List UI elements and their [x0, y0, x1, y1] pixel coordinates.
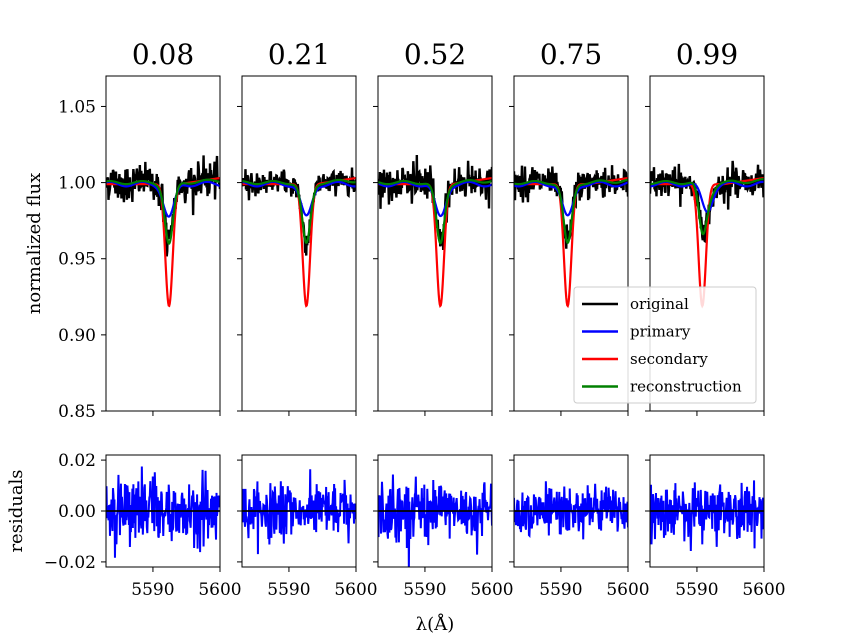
panel-title: 0.21: [268, 38, 330, 71]
series-residuals: [650, 480, 764, 552]
series-reconstruction: [650, 178, 764, 236]
axes-frame-top: [377, 75, 493, 412]
legend: original primary secondary reconstruction: [573, 286, 757, 404]
panel-title: 0.08: [132, 38, 194, 71]
panel-title: 0.99: [676, 38, 738, 71]
series-secondary: [378, 176, 492, 308]
series-secondary: [650, 176, 764, 309]
series-reconstruction: [378, 179, 492, 245]
x-tick-label: 5600: [606, 580, 649, 600]
panel-title: 0.52: [404, 38, 466, 71]
series-residuals: [106, 466, 220, 558]
x-tick-label: 5590: [131, 580, 174, 600]
series-residuals: [242, 469, 356, 555]
axes-frame-top: [513, 75, 629, 412]
y-tick-label-top: 1.05: [58, 97, 96, 117]
panel-2: 5590 5600: [237, 75, 378, 600]
bottom-plot-area: [106, 466, 220, 558]
bottom-plot-area: [378, 474, 492, 567]
x-tick-label: 5590: [403, 580, 446, 600]
top-plot-area: [242, 167, 356, 308]
legend-label-primary: primary: [630, 323, 691, 341]
x-tick-label: 5600: [198, 580, 241, 600]
series-reconstruction: [242, 178, 356, 245]
legend-label-secondary: secondary: [630, 350, 708, 368]
axes-frame-top: [241, 75, 357, 412]
x-tick-label: 5600: [470, 580, 513, 600]
y-tick-label-bottom: 0.00: [58, 502, 96, 522]
top-plot-area: [106, 155, 220, 308]
series-reconstruction: [106, 178, 220, 245]
axes-frame-top: [105, 75, 221, 412]
panel-3: 5590 5600: [373, 75, 514, 600]
x-tick-label: 5600: [334, 580, 377, 600]
x-tick-label: 5600: [742, 580, 785, 600]
x-tick-label: 5590: [675, 580, 718, 600]
legend-box: [573, 286, 757, 404]
series-residuals: [378, 474, 492, 567]
x-axis-label: λ(Å): [416, 613, 454, 635]
y-tick-label-top: 0.95: [58, 250, 96, 270]
axes-frame-top: [649, 75, 765, 412]
top-plot-area: [378, 154, 492, 308]
y-tick-label-bottom: −0.02: [44, 553, 96, 573]
x-tick-label: 5590: [267, 580, 310, 600]
legend-label-original: original: [630, 295, 689, 313]
panel-5: 5590 5600: [645, 75, 786, 600]
series-reconstruction: [514, 178, 628, 245]
bottom-plot-area: [242, 469, 356, 555]
panel-title: 0.75: [540, 38, 602, 71]
top-plot-area: [514, 165, 628, 309]
top-plot-area: [650, 160, 764, 309]
panel-4: 5590 5600: [509, 75, 650, 600]
y-axis-label-top: normalized flux: [24, 173, 45, 314]
series-residuals: [514, 481, 628, 540]
y-tick-label-top: 0.90: [58, 326, 96, 346]
y-tick-label-top: 1.00: [58, 174, 96, 194]
y-axis-label-bottom: residuals: [6, 469, 27, 552]
y-tick-label-top: 0.85: [58, 402, 96, 422]
bottom-plot-area: [650, 480, 764, 552]
x-tick-label: 5590: [539, 580, 582, 600]
y-tick-label-bottom: 0.02: [58, 451, 96, 471]
bottom-plot-area: [514, 481, 628, 540]
legend-label-reconstruction: reconstruction: [630, 378, 742, 396]
panel-1: 0.85 0.90 0.95 1.00 1.05 −0.02 0.00 0.02 5590 560…: [44, 75, 242, 600]
